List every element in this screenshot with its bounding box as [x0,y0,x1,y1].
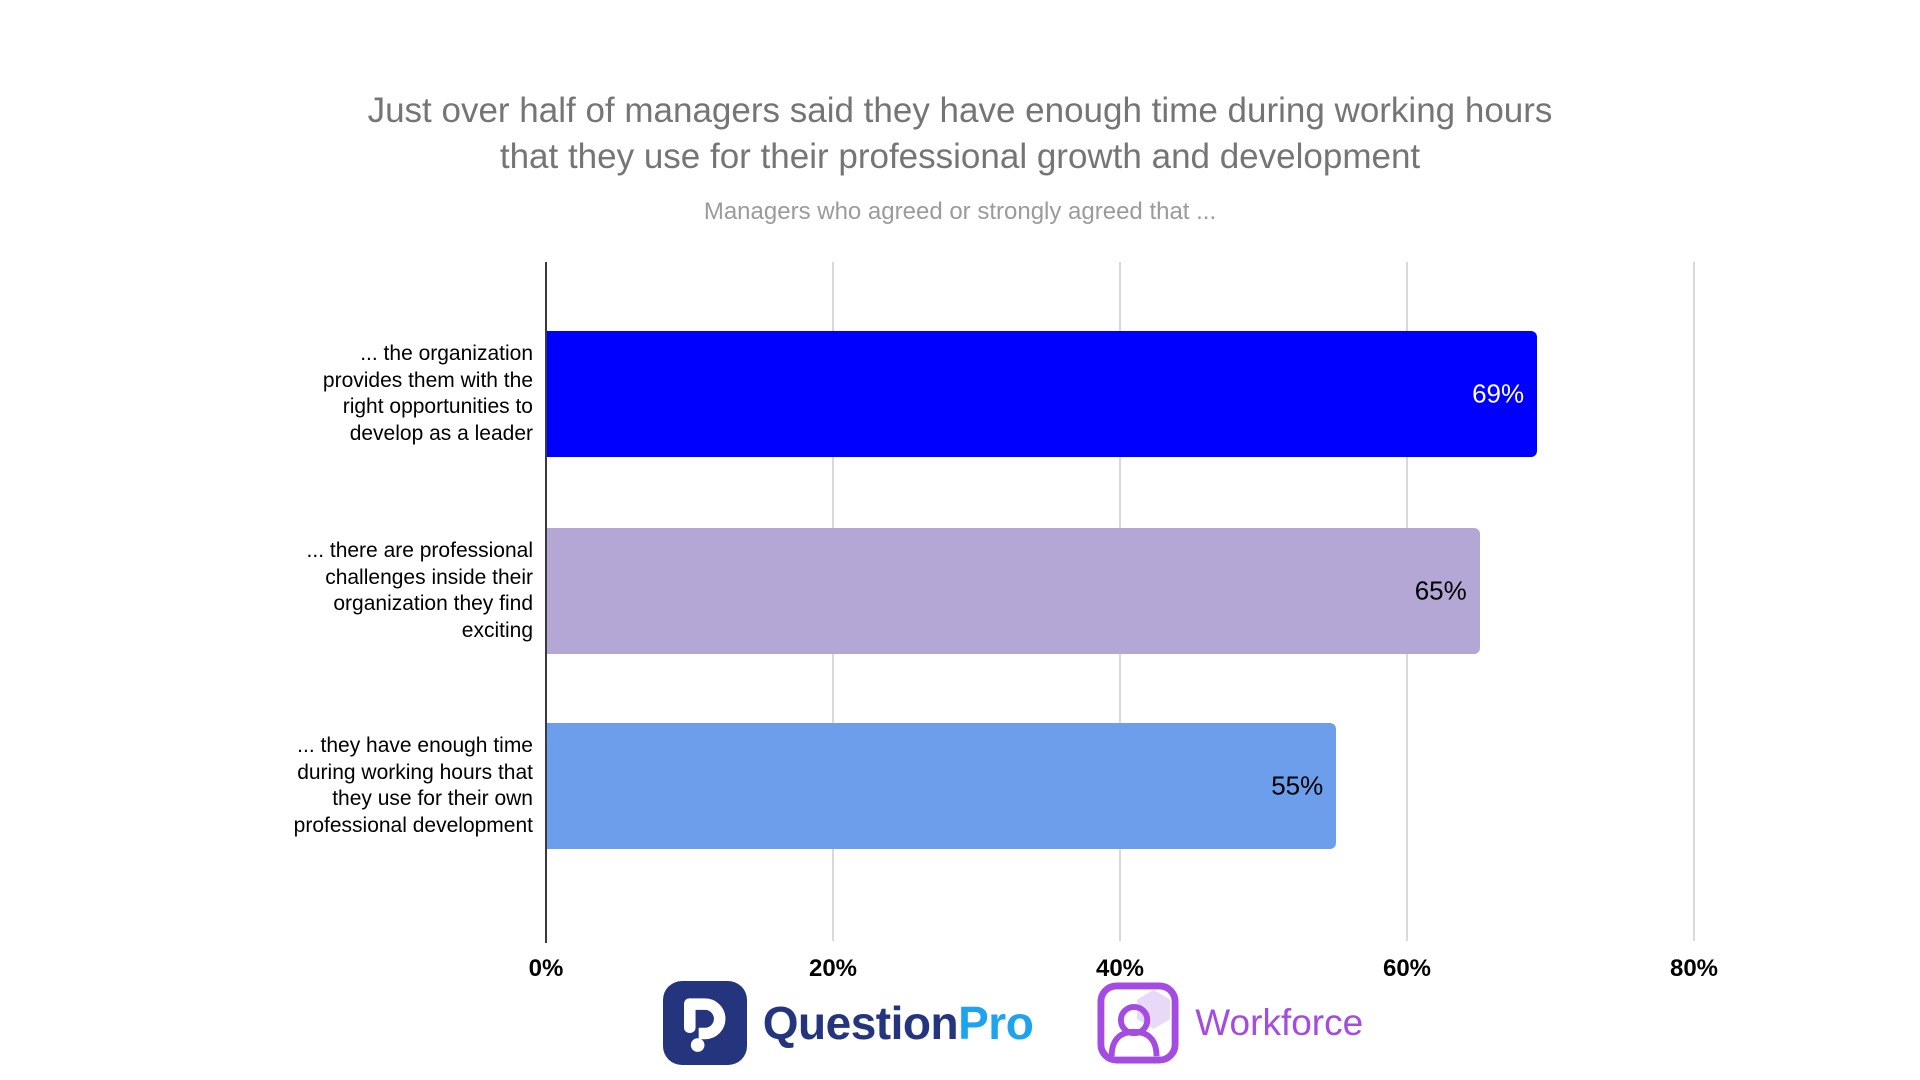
grid-line [1693,262,1695,941]
category-label: ... they have enough time during working … [293,734,533,837]
bar-value-label: 65% [1414,575,1467,606]
workforce-person-icon [1097,981,1179,1064]
category-label: ... the organization provides them with t… [322,342,533,445]
baseline-axis [545,262,547,943]
plot-area: 0% 20% 40% 60% 80% 69% 65% 55% [529,262,1790,982]
workforce-wordmark: Workforce [1195,1001,1364,1043]
x-tick-label: 80% [1669,955,1719,982]
chart-subtitle: Managers who agreed or strongly agreed t… [703,198,1217,225]
questionpro-icon [662,980,747,1065]
bar-value-label: 55% [1271,770,1324,801]
questionpro-wordmark-question: Question [762,996,959,1049]
chart-title-line1: Just over half of managers said they hav… [367,91,1553,130]
chart-title: Just over half of managers said they hav… [0,88,1920,180]
bar-69%: 69% [547,331,1538,457]
bar-value-label: 69% [1472,378,1525,409]
bar-55%: 55% [547,723,1337,849]
questionpro-wordmark-pro: Pro [958,996,1034,1049]
questionpro-logo: QuestionPro [662,980,1034,1065]
category-label: ... there are professional challenges ins… [306,539,533,642]
x-tick-label: 60% [1382,955,1432,982]
bar-65%: 65% [547,528,1480,654]
x-tick-label: 0% [528,955,564,982]
footer-logos: QuestionPro Workforce [53,975,1920,1070]
chart-title-line2: that they use for their professional gro… [499,137,1421,176]
x-tick-label: 40% [1095,955,1145,982]
questionpro-wordmark: QuestionPro [763,996,1034,1050]
x-tick-label: 20% [808,955,858,982]
workforce-logo: Workforce [1097,981,1364,1064]
